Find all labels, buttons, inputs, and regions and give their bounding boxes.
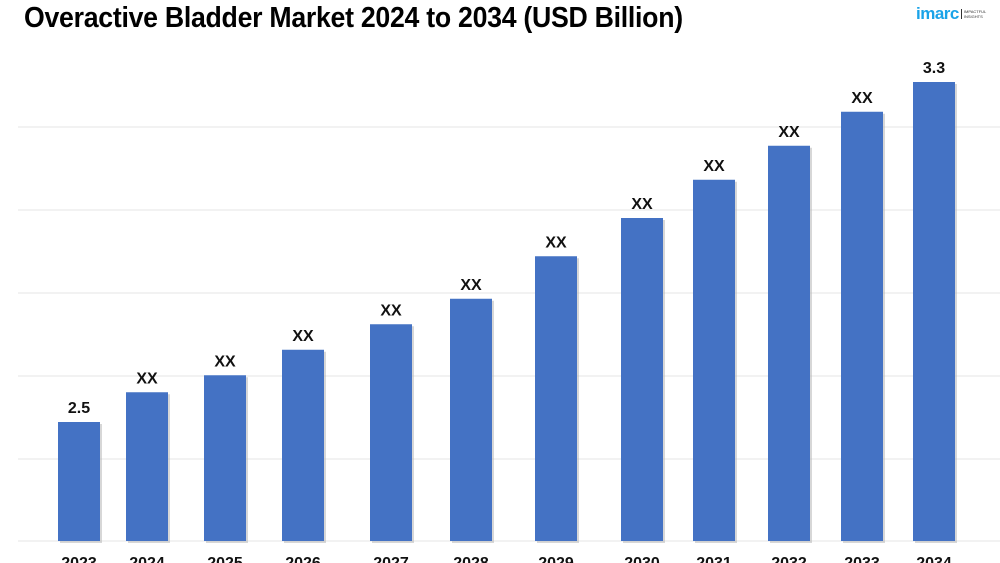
x-tick-label: 2030 (624, 555, 660, 563)
data-label: XX (292, 328, 314, 345)
data-label: XX (631, 196, 653, 213)
bar-2033 (841, 111, 883, 541)
x-tick-label: 2034 (916, 555, 952, 563)
data-label: XX (703, 158, 725, 175)
data-label: XX (851, 90, 873, 107)
bar-2029 (535, 256, 577, 541)
logo-subtitle: IMPACTFUL INSIGHTS (960, 9, 986, 19)
data-label: 3.3 (923, 60, 945, 77)
data-label: XX (545, 234, 567, 251)
logo-brand: imarc (916, 4, 959, 23)
data-label: XX (380, 302, 402, 319)
bar-2034 (913, 82, 955, 541)
x-tick-label: 2026 (285, 555, 321, 563)
bar-2026 (282, 349, 324, 541)
x-tick-label: 2027 (373, 555, 409, 563)
chart-title: Overactive Bladder Market 2024 to 2034 (… (24, 2, 683, 34)
x-tick-label: 2024 (129, 555, 165, 563)
data-label: XX (460, 277, 482, 294)
bar-2025 (204, 375, 246, 541)
bar-2032 (768, 145, 810, 541)
data-label: XX (214, 353, 236, 370)
bar-2031 (693, 179, 735, 541)
x-tick-label: 2029 (538, 555, 574, 563)
x-tick-label: 2033 (844, 555, 880, 563)
x-tick-label: 2032 (771, 555, 807, 563)
x-tick-label: 2031 (696, 555, 732, 563)
x-tick-label: 2028 (453, 555, 489, 563)
bar-2030 (621, 218, 663, 541)
bar-2028 (450, 298, 492, 541)
data-label: XX (778, 124, 800, 141)
bar-2027 (370, 324, 412, 541)
bar-2023 (58, 422, 100, 541)
imarc-logo: imarc IMPACTFUL INSIGHTS (916, 4, 986, 24)
data-label: XX (136, 370, 158, 387)
data-label: 2.5 (68, 400, 90, 417)
x-tick-label: 2025 (207, 555, 243, 563)
bar-2024 (126, 392, 168, 541)
x-tick-label: 2023 (61, 555, 97, 563)
